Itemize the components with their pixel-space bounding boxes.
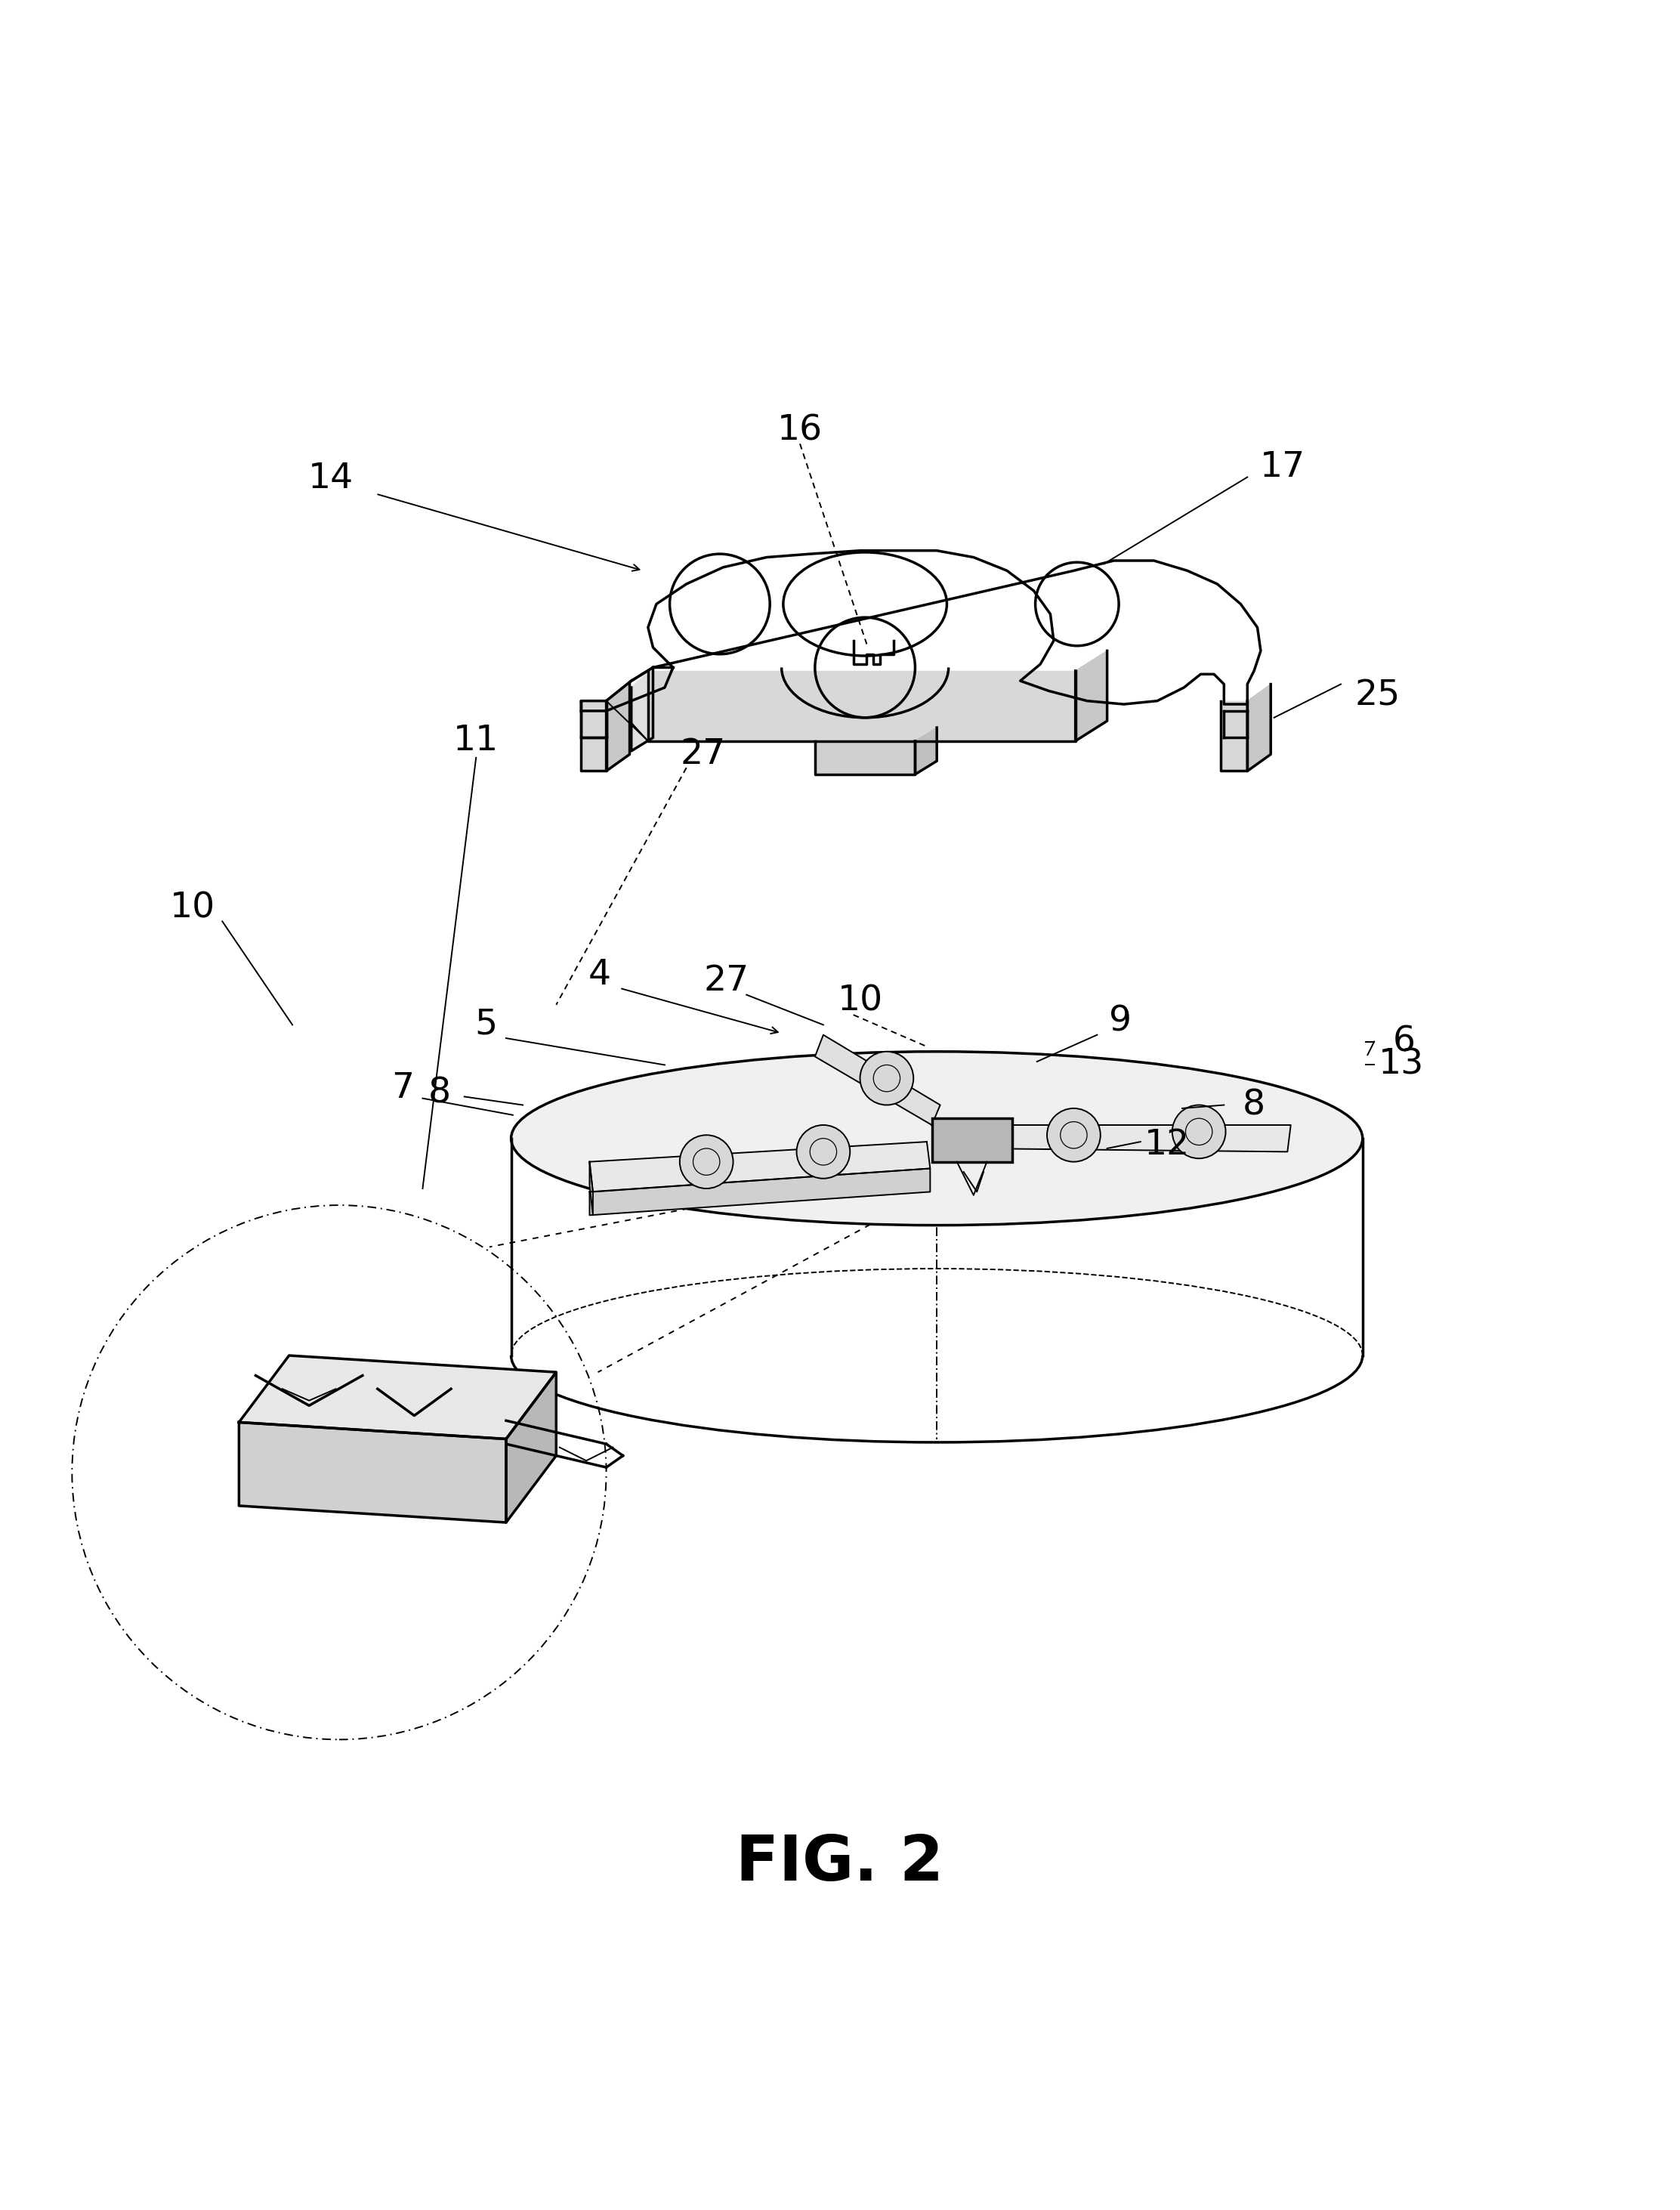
Polygon shape: [815, 1034, 941, 1125]
Circle shape: [860, 1052, 914, 1105]
Polygon shape: [590, 1143, 931, 1191]
Polygon shape: [590, 1162, 593, 1216]
Text: 10: 10: [837, 983, 882, 1019]
Text: 10: 10: [170, 891, 215, 926]
Text: 5: 5: [475, 1008, 497, 1041]
Text: 9: 9: [1109, 1006, 1132, 1039]
Text: 8: 8: [1243, 1087, 1265, 1123]
Polygon shape: [590, 1169, 931, 1216]
Text: 14: 14: [307, 462, 353, 495]
Text: 11: 11: [454, 725, 499, 758]
Polygon shape: [581, 701, 606, 771]
Text: 7: 7: [391, 1072, 413, 1105]
Polygon shape: [1221, 701, 1247, 771]
Polygon shape: [815, 740, 916, 774]
Text: 13: 13: [1378, 1048, 1423, 1083]
Polygon shape: [606, 685, 630, 771]
Polygon shape: [1075, 650, 1107, 740]
Polygon shape: [916, 727, 937, 773]
Text: 25: 25: [1354, 678, 1401, 714]
Text: 6: 6: [1393, 1025, 1416, 1059]
Polygon shape: [648, 672, 1075, 740]
Text: 8: 8: [428, 1076, 450, 1109]
Text: 12: 12: [1144, 1127, 1189, 1162]
Text: 27: 27: [704, 964, 749, 999]
Text: 4: 4: [588, 957, 612, 992]
Circle shape: [1173, 1105, 1226, 1158]
Text: 17: 17: [1260, 451, 1305, 484]
Polygon shape: [632, 667, 654, 751]
Bar: [932, 1118, 1011, 1162]
Ellipse shape: [511, 1052, 1362, 1224]
Circle shape: [1047, 1109, 1100, 1162]
Text: 16: 16: [778, 413, 823, 446]
Polygon shape: [974, 1125, 1290, 1151]
Text: 27: 27: [680, 738, 726, 771]
Polygon shape: [239, 1355, 556, 1439]
Polygon shape: [1247, 685, 1270, 771]
Circle shape: [680, 1136, 732, 1189]
Circle shape: [796, 1125, 850, 1178]
Polygon shape: [239, 1423, 506, 1523]
Polygon shape: [506, 1372, 556, 1523]
Text: FIG. 2: FIG. 2: [736, 1832, 944, 1894]
